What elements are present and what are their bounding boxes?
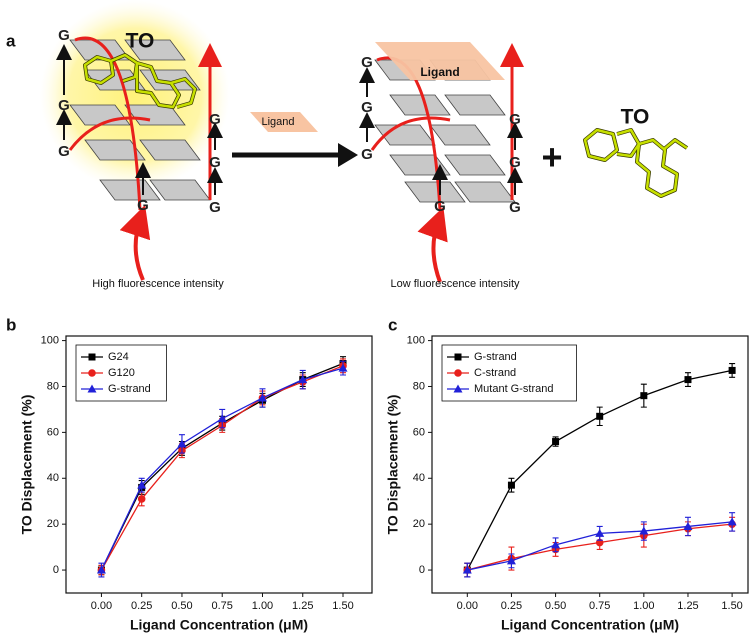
marker <box>257 393 267 402</box>
legend-label: G24 <box>108 351 129 363</box>
legend-label: C-strand <box>474 367 516 379</box>
x-tick-label: 1.25 <box>292 600 313 612</box>
y-tick-label: 0 <box>419 564 425 576</box>
plus: + <box>541 137 562 178</box>
legend-marker <box>453 384 463 393</box>
plot-frame <box>65 335 373 594</box>
x-axis-title: Ligand Concentration (μM) <box>501 617 679 633</box>
y-tick-label: 80 <box>47 380 59 392</box>
marker <box>596 412 604 420</box>
legend-marker <box>454 353 462 361</box>
g-label: G <box>509 154 521 171</box>
ligand-label: Ligand <box>261 116 294 128</box>
panel-a: a TO G G G G G G G <box>6 0 689 290</box>
marker <box>298 375 308 384</box>
g-label: G <box>434 198 446 215</box>
legend-label: Mutant G-strand <box>474 383 553 395</box>
y-tick-label: 100 <box>407 334 425 346</box>
x-tick-label: 1.00 <box>252 600 273 612</box>
marker <box>462 565 472 574</box>
x-tick-label: 0.50 <box>545 600 566 612</box>
marker <box>683 521 693 530</box>
legend-label: G-strand <box>474 351 517 363</box>
y-tick-label: 80 <box>413 380 425 392</box>
caption: Low fluorescence intensity <box>390 278 520 290</box>
g-label: G <box>209 111 221 128</box>
g-label: G <box>58 97 70 114</box>
marker <box>639 526 649 535</box>
x-tick-label: 0.00 <box>457 600 478 612</box>
g-label: G <box>209 199 221 216</box>
to-label: TO <box>126 30 155 53</box>
g-label: G <box>209 154 221 171</box>
legend-marker <box>88 353 96 361</box>
g-quadruplex-left <box>56 36 223 281</box>
panel-label: b <box>6 315 16 334</box>
g-label: G <box>137 197 149 214</box>
marker <box>684 376 692 384</box>
to-molecule <box>583 128 689 198</box>
marker <box>338 363 348 372</box>
ligand-shape <box>250 112 318 132</box>
x-tick-label: 1.50 <box>721 600 742 612</box>
caption: High fluorescence intensity <box>92 278 224 290</box>
legend-label: G-strand <box>108 383 151 395</box>
charts: b 0 20 40 60 80 100 0.00 0.25 0.50 0.75 1.00 1.25 1.5… <box>6 315 749 633</box>
y-axis-title: TO Displacement (%) <box>385 395 401 535</box>
y-tick-label: 20 <box>47 518 59 530</box>
y-tick-label: 100 <box>41 334 59 346</box>
legend-marker <box>454 369 462 377</box>
g-label: G <box>58 27 70 44</box>
g-quadruplex-right <box>359 42 524 283</box>
legend-label: G120 <box>108 367 135 379</box>
g-label: G <box>361 54 373 71</box>
x-tick-label: 0.25 <box>131 600 152 612</box>
marker <box>552 438 560 446</box>
marker <box>96 565 106 574</box>
y-tick-label: 40 <box>413 472 425 484</box>
reaction-arrowhead <box>338 143 358 167</box>
g-label: G <box>509 111 521 128</box>
legend-marker <box>88 369 96 377</box>
marker <box>640 392 648 400</box>
marker <box>506 556 516 565</box>
g-label: G <box>361 99 373 116</box>
y-tick-label: 60 <box>47 426 59 438</box>
marker <box>177 439 187 448</box>
marker <box>217 414 227 423</box>
panel-label: c <box>388 315 397 334</box>
marker <box>507 481 515 489</box>
x-tick-label: 1.00 <box>633 600 654 612</box>
panel-label: a <box>6 31 16 50</box>
x-tick-label: 0.25 <box>501 600 522 612</box>
y-tick-label: 20 <box>413 518 425 530</box>
marker <box>595 528 605 537</box>
marker <box>551 540 561 549</box>
x-tick-label: 1.25 <box>677 600 698 612</box>
x-tick-label: 1.50 <box>332 600 353 612</box>
g-label: G <box>58 143 70 160</box>
y-tick-label: 0 <box>53 564 59 576</box>
y-axis-title: TO Displacement (%) <box>19 395 35 535</box>
ligand-label: Ligand <box>420 65 459 79</box>
marker <box>137 480 147 489</box>
plot-frame <box>431 335 749 594</box>
marker <box>137 495 146 503</box>
to-label: TO <box>621 106 650 129</box>
x-tick-label: 0.00 <box>91 600 112 612</box>
y-tick-label: 40 <box>47 472 59 484</box>
x-tick-label: 0.50 <box>171 600 192 612</box>
marker <box>727 517 737 526</box>
y-tick-label: 60 <box>413 426 425 438</box>
legend-marker <box>87 384 97 393</box>
g-label: G <box>509 199 521 216</box>
x-tick-label: 0.75 <box>589 600 610 612</box>
to-molecule <box>83 53 197 109</box>
x-axis-title: Ligand Concentration (μM) <box>130 617 308 633</box>
x-tick-label: 0.75 <box>212 600 233 612</box>
g-label: G <box>361 146 373 163</box>
marker <box>728 366 736 374</box>
